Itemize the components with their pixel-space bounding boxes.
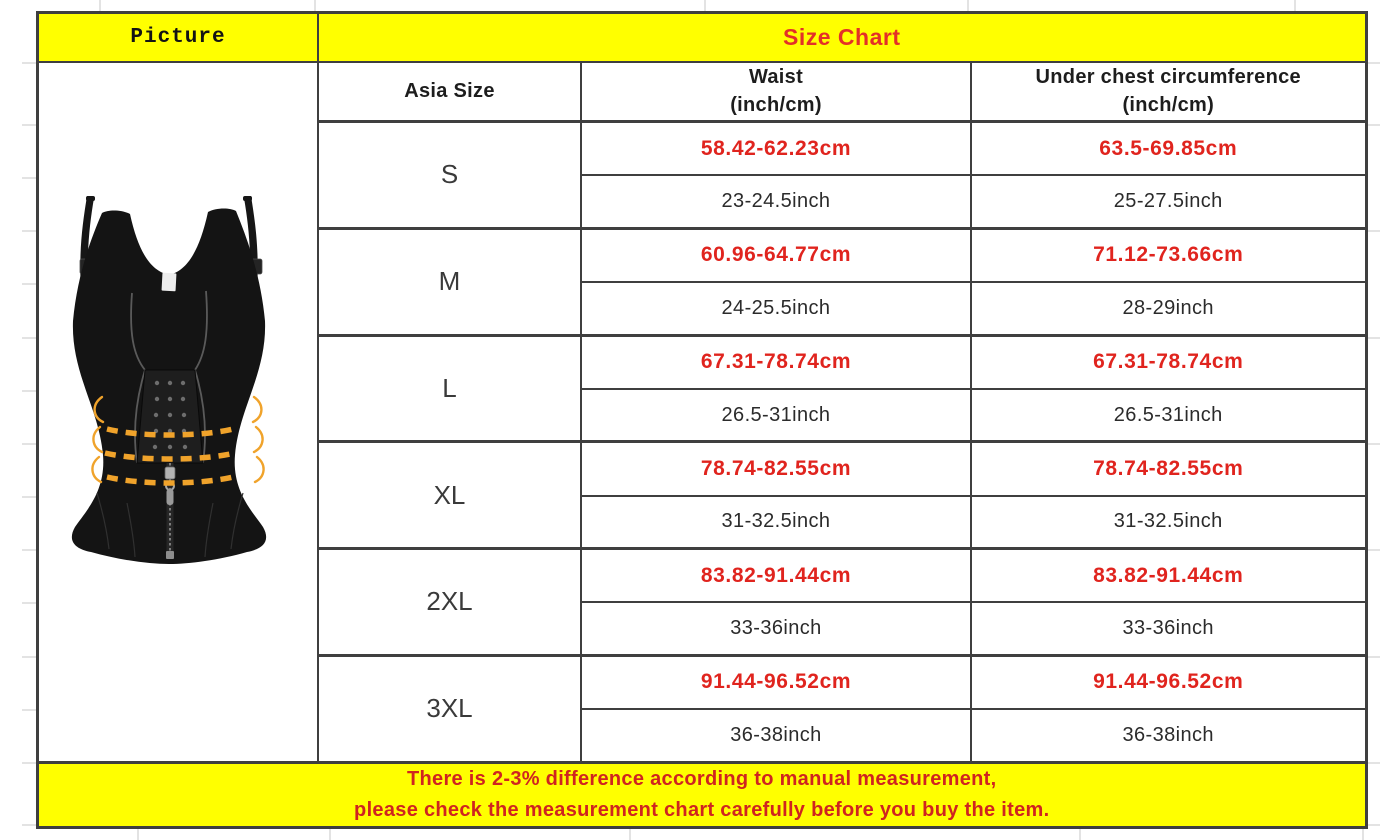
measurement-note-line2: please check the measurement chart caref… [354, 798, 1050, 821]
column-header-asia-size: Asia Size [317, 60, 582, 123]
chest-inch-xl: 31-32.5inch [970, 494, 1367, 550]
waist-inch-3xl: 36-38inch [580, 708, 972, 763]
size-label-l: L [317, 333, 582, 443]
asia-size-label: Asia Size [404, 80, 495, 103]
waist-cm-xl: 78.74-82.55cm [580, 440, 972, 497]
waist-cm-m: 60.96-64.77cm [580, 226, 972, 283]
measurement-note: There is 2-3% difference according to ma… [36, 760, 1367, 828]
picture-column-header: Picture [36, 11, 319, 63]
product-picture-cell [36, 60, 319, 763]
chest-inch-l: 26.5-31inch [970, 387, 1367, 443]
waist-unit-label: (inch/cm) [730, 94, 822, 117]
waist-cm-l: 67.31-78.74cm [580, 333, 972, 390]
chest-inch-3xl: 36-38inch [970, 708, 1367, 763]
column-header-under-chest: Under chest circumference (inch/cm) [970, 60, 1367, 123]
waist-cm-s: 58.42-62.23cm [580, 120, 972, 177]
size-label-m: M [317, 226, 582, 336]
size-chart-title: Size Chart [317, 11, 1367, 63]
waist-inch-l: 26.5-31inch [580, 387, 972, 443]
waist-label: Waist [748, 66, 804, 89]
chest-cm-m: 71.12-73.66cm [970, 226, 1367, 283]
waist-inch-xl: 31-32.5inch [580, 494, 972, 550]
size-chart-table: Picture Size Chart [36, 11, 1368, 829]
size-label-2xl: 2XL [317, 547, 582, 657]
size-label-xl: XL [317, 440, 582, 550]
chest-cm-s: 63.5-69.85cm [970, 120, 1367, 177]
measurement-note-line1: There is 2-3% difference according to ma… [406, 767, 997, 790]
under-chest-label: Under chest circumference [1035, 66, 1301, 89]
chest-inch-2xl: 33-36inch [970, 601, 1367, 657]
chest-cm-l: 67.31-78.74cm [970, 333, 1367, 390]
size-label-s: S [317, 120, 582, 230]
chest-cm-2xl: 83.82-91.44cm [970, 547, 1367, 604]
waist-inch-m: 24-25.5inch [580, 281, 972, 336]
chest-inch-s: 25-27.5inch [970, 174, 1367, 230]
chest-cm-3xl: 91.44-96.52cm [970, 653, 1367, 710]
chest-cm-xl: 78.74-82.55cm [970, 440, 1367, 497]
chest-inch-m: 28-29inch [970, 281, 1367, 336]
under-chest-unit-label: (inch/cm) [1122, 94, 1215, 117]
column-header-waist: Waist (inch/cm) [580, 60, 972, 123]
waist-inch-2xl: 33-36inch [580, 601, 972, 657]
waist-cm-2xl: 83.82-91.44cm [580, 547, 972, 604]
waist-cm-3xl: 91.44-96.52cm [580, 653, 972, 710]
waist-trainer-vest-image [71, 195, 267, 564]
waist-inch-s: 23-24.5inch [580, 174, 972, 230]
size-label-3xl: 3XL [317, 653, 582, 763]
